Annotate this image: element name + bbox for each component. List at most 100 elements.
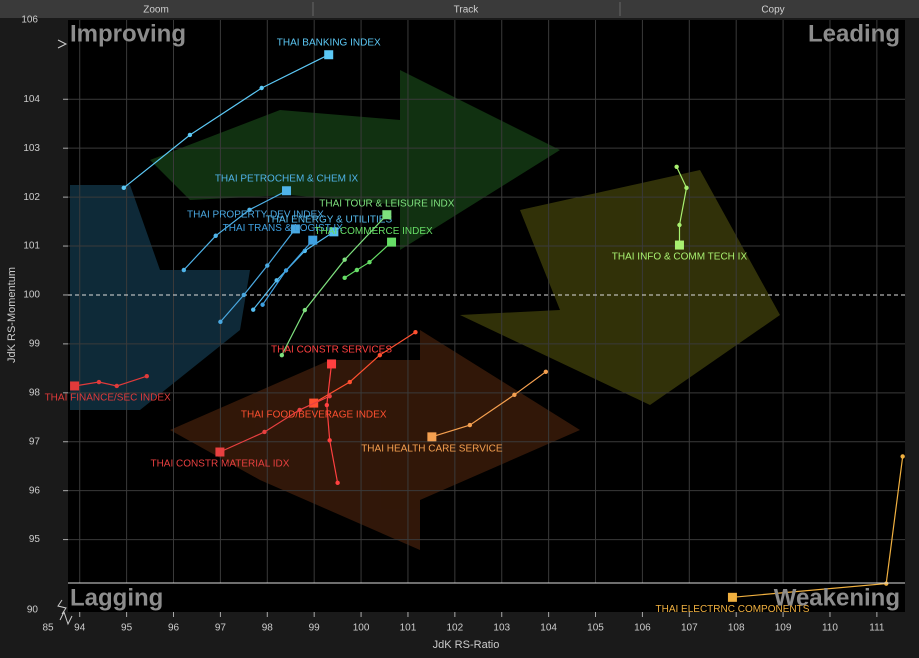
x-tick-label: 111 [869,623,885,634]
trail [219,228,296,323]
toolbar-button[interactable]: Copy [761,5,784,16]
x-tick-label: 106 [634,623,651,634]
trail-point [324,402,330,408]
trail [344,241,392,279]
y-tick-label: 95 [29,534,41,545]
toolbar-bar [0,0,919,18]
trail-point [96,379,102,385]
x-tick-label: 94 [74,623,86,634]
x-tick-label: 108 [728,623,745,634]
trail-point [684,185,689,191]
trail-point [247,207,252,213]
y-tick-label: 100 [23,290,40,301]
trail-point [114,383,119,389]
x-tick-label: 107 [681,623,698,634]
trail-point [260,302,265,307]
quadrant-label: Lagging [70,584,163,611]
trail-point [302,307,307,313]
head-point [674,240,684,250]
x-tick-label: 103 [493,623,510,634]
quadrant-label: Improving [70,20,186,47]
x-tick-label: 109 [775,623,792,634]
series-label: THAI CONSTR MATERIAL IDX [150,459,289,470]
trail-point [367,259,372,265]
arrow-up [150,70,560,250]
head-point [70,381,80,391]
quadrant-label: Weakening [774,584,900,611]
series-label: THAI CONSTR SERVICES [271,345,392,356]
series-layer: THAI BANKING INDEX THAI PETROCHEM & CHEM … [45,37,905,615]
trail-point [187,132,193,138]
x-tick-label: 96 [168,623,180,634]
x-tick-label: 104 [540,623,557,634]
toolbar-button[interactable]: Zoom [143,5,169,16]
trail-point [265,263,270,268]
head-point [387,237,397,247]
head-point [727,592,737,602]
x-tick-label: 100 [353,623,370,634]
series-label: THAI TRANS & LOGIST IX [223,223,344,234]
y-break-label: 90 [27,605,39,616]
trail-point [241,292,247,298]
trail-point [377,352,383,358]
series-label: THAI FOOD/BEVERAGE INDEX [241,410,387,421]
arrow-left [70,185,250,410]
quadrant-label: Leading [808,20,900,47]
y-tick-label: 98 [29,387,41,398]
trail-point [674,164,679,169]
axis-break [57,39,73,626]
series-label: THAI HEALTH CARE SERVICE [361,443,503,454]
y-axis-label: JdK RS-Momentum [6,267,18,363]
y-break-label: 106 [21,15,38,26]
trail-point [297,407,302,413]
x-tick-label: 95 [121,623,133,634]
trail-point [543,369,549,374]
series-label: THAI INFO & COMM TECH IX [612,252,748,263]
head-point [327,359,337,369]
series-label: THAI PROPERTY DEV INDEX [187,210,324,221]
trail-point [218,319,223,325]
trail-point [342,275,347,281]
head-point [329,227,339,237]
trail [183,190,287,271]
x-break-label: 85 [42,623,54,634]
head-point [427,432,437,442]
toolbar-button[interactable]: Track [454,5,480,16]
series-label: THAI FINANCE/SEC INDEX [45,393,171,404]
series-label: THAI ELECTRNC COMPONENTS [655,604,809,615]
trail-point [144,373,149,379]
trail-point [677,222,682,228]
trail-point [262,429,267,435]
trail-point [327,438,332,443]
trail-point [354,267,360,273]
trail-point [413,329,418,335]
head-point [324,50,334,60]
arrow-down [170,330,580,550]
trail [219,395,330,453]
x-tick-label: 101 [400,623,417,634]
y-tick-label: 102 [23,192,40,203]
trail [676,166,688,246]
x-tick-label: 102 [447,623,464,634]
trail-point [342,257,347,262]
x-tick-label: 110 [822,623,838,634]
trail-point [279,352,285,358]
trail [313,331,416,404]
x-tick-label: 97 [215,623,227,634]
y-tick-label: 104 [23,94,40,105]
head-point [290,224,300,234]
series-label: THAI COMMERCE INDEX [314,226,433,237]
trail [281,214,388,356]
toolbar: Zoom Track Copy [0,0,919,18]
y-tick-label: 99 [29,339,41,350]
trail-point [347,379,353,385]
x-tick-label: 98 [262,623,274,634]
trail-point [121,185,127,191]
head-point [215,447,225,457]
grid [63,20,905,617]
head-point [282,186,292,196]
trail-point [327,394,332,399]
head-point [382,210,392,220]
trail-point [283,268,289,273]
